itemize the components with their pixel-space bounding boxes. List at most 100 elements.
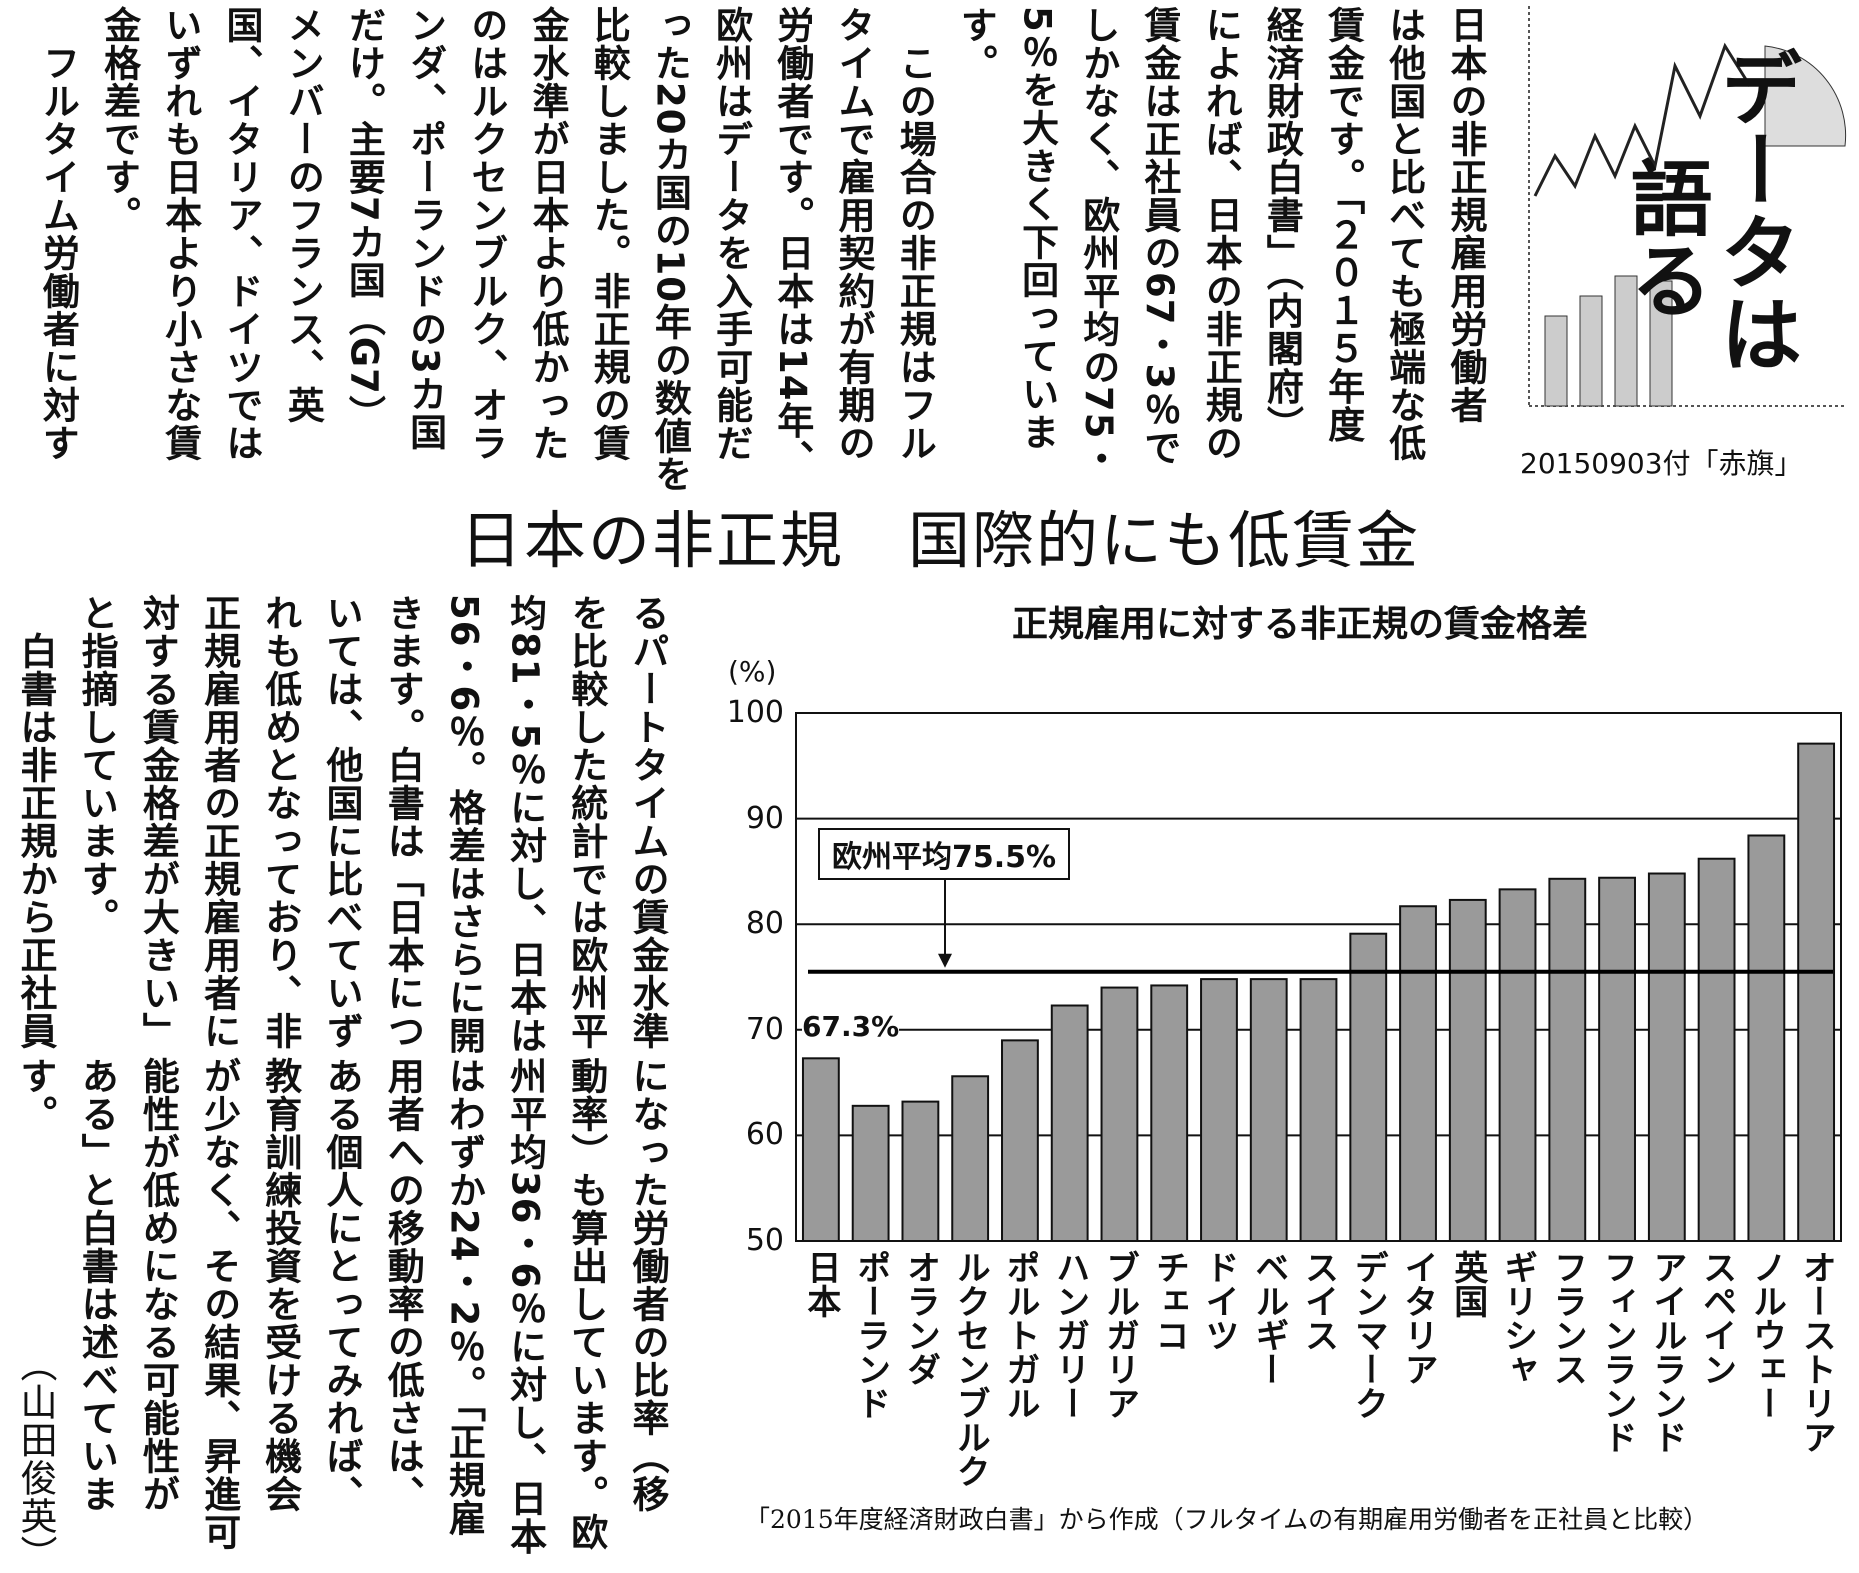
bar-ポルトガル	[1001, 1039, 1039, 1242]
y-tick-label: 50	[745, 1223, 784, 1258]
text-column: ンダ、ポーランドの3カ国	[403, 6, 447, 451]
japan-value-label: 67.3%	[802, 1010, 900, 1043]
logo-line2: 語る	[1616, 156, 1711, 320]
text-column: 賃金は正社員の67・3％で	[1138, 6, 1181, 467]
x-category-label: オランダ	[900, 1250, 941, 1386]
bar-スペイン	[1697, 857, 1736, 1243]
text-column: はわずか24・2％。「正規雇	[442, 1057, 486, 1537]
text-column: は他国と比べても極端な低	[1382, 6, 1426, 462]
text-column: 5％を大きく下回っていま	[1015, 6, 1059, 451]
chart-source-note: 「2015年度経済財政白書」から作成（フルタイムの有期雇用労働者を正社員と比較）	[745, 1505, 1709, 1534]
x-category-label: ポルトガル	[999, 1250, 1040, 1420]
y-tick-label: 70	[745, 1011, 784, 1047]
bar-フィンランド	[1598, 876, 1636, 1243]
x-category-label: オーストリア	[1796, 1250, 1837, 1454]
text-column: 労働者です。日本は14年、	[770, 6, 814, 478]
text-column: れも低めとなっており、非	[258, 594, 302, 1050]
text-column: 賃金です。「２０１５年度	[1321, 6, 1365, 444]
x-category-label: ルクセンブルク	[950, 1250, 991, 1488]
bar-アイルランド	[1647, 872, 1686, 1243]
text-column: ある個人にとってみれば、	[320, 1057, 363, 1513]
text-column: 教育訓練投資を受ける機会	[258, 1057, 302, 1513]
text-column: いては、他国に比べていず	[320, 594, 363, 1050]
text-column: ある」と白書は述べていま	[75, 1057, 119, 1513]
text-column: 経済財政白書」（内閣府）	[1260, 6, 1304, 444]
text-column: だけ。主要7カ国（G7）	[342, 6, 386, 433]
bar-フランス	[1548, 877, 1587, 1242]
x-category-label: アイルランド	[1646, 1250, 1687, 1454]
bar-イタリア	[1399, 905, 1437, 1242]
text-column: メンバーのフランス、英	[281, 6, 325, 424]
text-column: いずれも日本より小さな賃	[158, 6, 202, 462]
x-category-label: ノルウェー	[1746, 1250, 1787, 1420]
text-column: のはルクセンブルク、オラ	[464, 6, 508, 462]
text-column: 国、イタリア、ドイツでは	[220, 6, 263, 462]
text-column: きます。白書は「日本につ	[381, 594, 425, 1050]
data-wa-kataru-logo: データは 語る	[1525, 6, 1847, 411]
logo-line1: データは	[1706, 46, 1801, 374]
europe-average-label: 欧州平均75.5%	[818, 828, 1071, 880]
text-column: す。	[954, 6, 998, 82]
x-category-label: ハンガリー	[1049, 1250, 1090, 1420]
plot-area	[795, 712, 1842, 1243]
publication-caption: 20150903付「赤旗」	[1520, 447, 1803, 480]
text-column: 比較しました。非正規の賃	[587, 6, 631, 462]
text-column: 均81・5％に対し、日本は	[503, 594, 547, 1055]
text-column: 金格差です。	[97, 6, 141, 234]
y-axis-unit: (%)	[728, 655, 777, 688]
x-category-label: 英国	[1447, 1250, 1488, 1318]
bar-ブルガリア	[1100, 986, 1139, 1242]
text-column: 能性が低めになる可能性が	[136, 1057, 180, 1513]
x-category-label: ポーランド	[850, 1250, 891, 1420]
y-tick-label: 90	[745, 800, 784, 836]
logo-graphic	[1528, 6, 1847, 407]
text-column: 欧州はデータを入手可能だ	[709, 6, 753, 462]
bar-ドイツ	[1200, 978, 1238, 1242]
x-category-label: 日本	[800, 1250, 841, 1318]
text-column: 白書は非正規から正社員	[14, 594, 57, 1050]
text-column: った20カ国の10年の数値を	[648, 6, 692, 493]
x-category-label: ドイツ	[1198, 1250, 1239, 1352]
text-column: タイムで雇用契約が有期の	[832, 6, 875, 462]
x-category-label: チェコ	[1149, 1250, 1190, 1352]
text-column: 正規雇用者の正規雇用者に	[197, 594, 241, 1050]
text-column: 対する賃金格差が大きい」	[136, 594, 180, 1050]
text-column: この場合の非正規はフル	[893, 6, 937, 462]
text-column: になった労働者の比率（移	[626, 1057, 669, 1513]
text-column: によれば、日本の非正規の	[1199, 6, 1243, 462]
bar-デンマーク	[1349, 932, 1388, 1242]
x-category-label: フランス	[1547, 1250, 1588, 1386]
x-category-label: ブルガリア	[1099, 1250, 1140, 1420]
text-column: を比較した統計では欧州平	[564, 594, 608, 1050]
text-column: 動率）も算出しています。欧	[564, 1057, 608, 1551]
bar-チェコ	[1150, 984, 1189, 1242]
text-column: フルタイム労働者に対す	[36, 6, 80, 462]
bar-ノルウェー	[1747, 834, 1786, 1242]
y-tick-label: 60	[745, 1117, 784, 1153]
text-column: るパートタイムの賃金水準	[626, 594, 669, 1050]
bar-オランダ	[901, 1100, 940, 1243]
x-category-label: フィンランド	[1597, 1250, 1638, 1454]
bar-ポーランド	[851, 1104, 890, 1243]
bar-オーストリア	[1797, 742, 1836, 1243]
bar-ベルギー	[1249, 978, 1288, 1242]
x-category-label: ベルギー	[1248, 1250, 1289, 1386]
arrow-head-icon	[938, 953, 952, 968]
chart-title: 正規雇用に対する非正規の賃金格差	[1011, 604, 1588, 645]
text-column: 金水準が日本より低かった	[526, 6, 569, 462]
bar-スイス	[1299, 978, 1338, 1242]
text-column: と指摘しています。	[75, 594, 119, 936]
x-category-label: スイス	[1298, 1250, 1339, 1352]
x-category-label: デンマーク	[1348, 1250, 1389, 1420]
y-tick-label: 100	[726, 695, 784, 730]
bar-ルクセンブルク	[951, 1075, 990, 1243]
x-category-label: ギリシャ	[1497, 1250, 1538, 1386]
bar-ギリシャ	[1498, 888, 1537, 1242]
x-category-label: スペイン	[1696, 1250, 1737, 1386]
bar-英国	[1448, 898, 1487, 1242]
text-column: 56・6％。格差はさらに開	[442, 594, 486, 1055]
text-column: 州平均36・6％に対し、日本	[503, 1057, 547, 1556]
text-column: しかなく、欧州平均の75・	[1076, 6, 1120, 478]
bar-ハンガリー	[1050, 1004, 1089, 1243]
text-column: す。	[14, 1057, 57, 1133]
